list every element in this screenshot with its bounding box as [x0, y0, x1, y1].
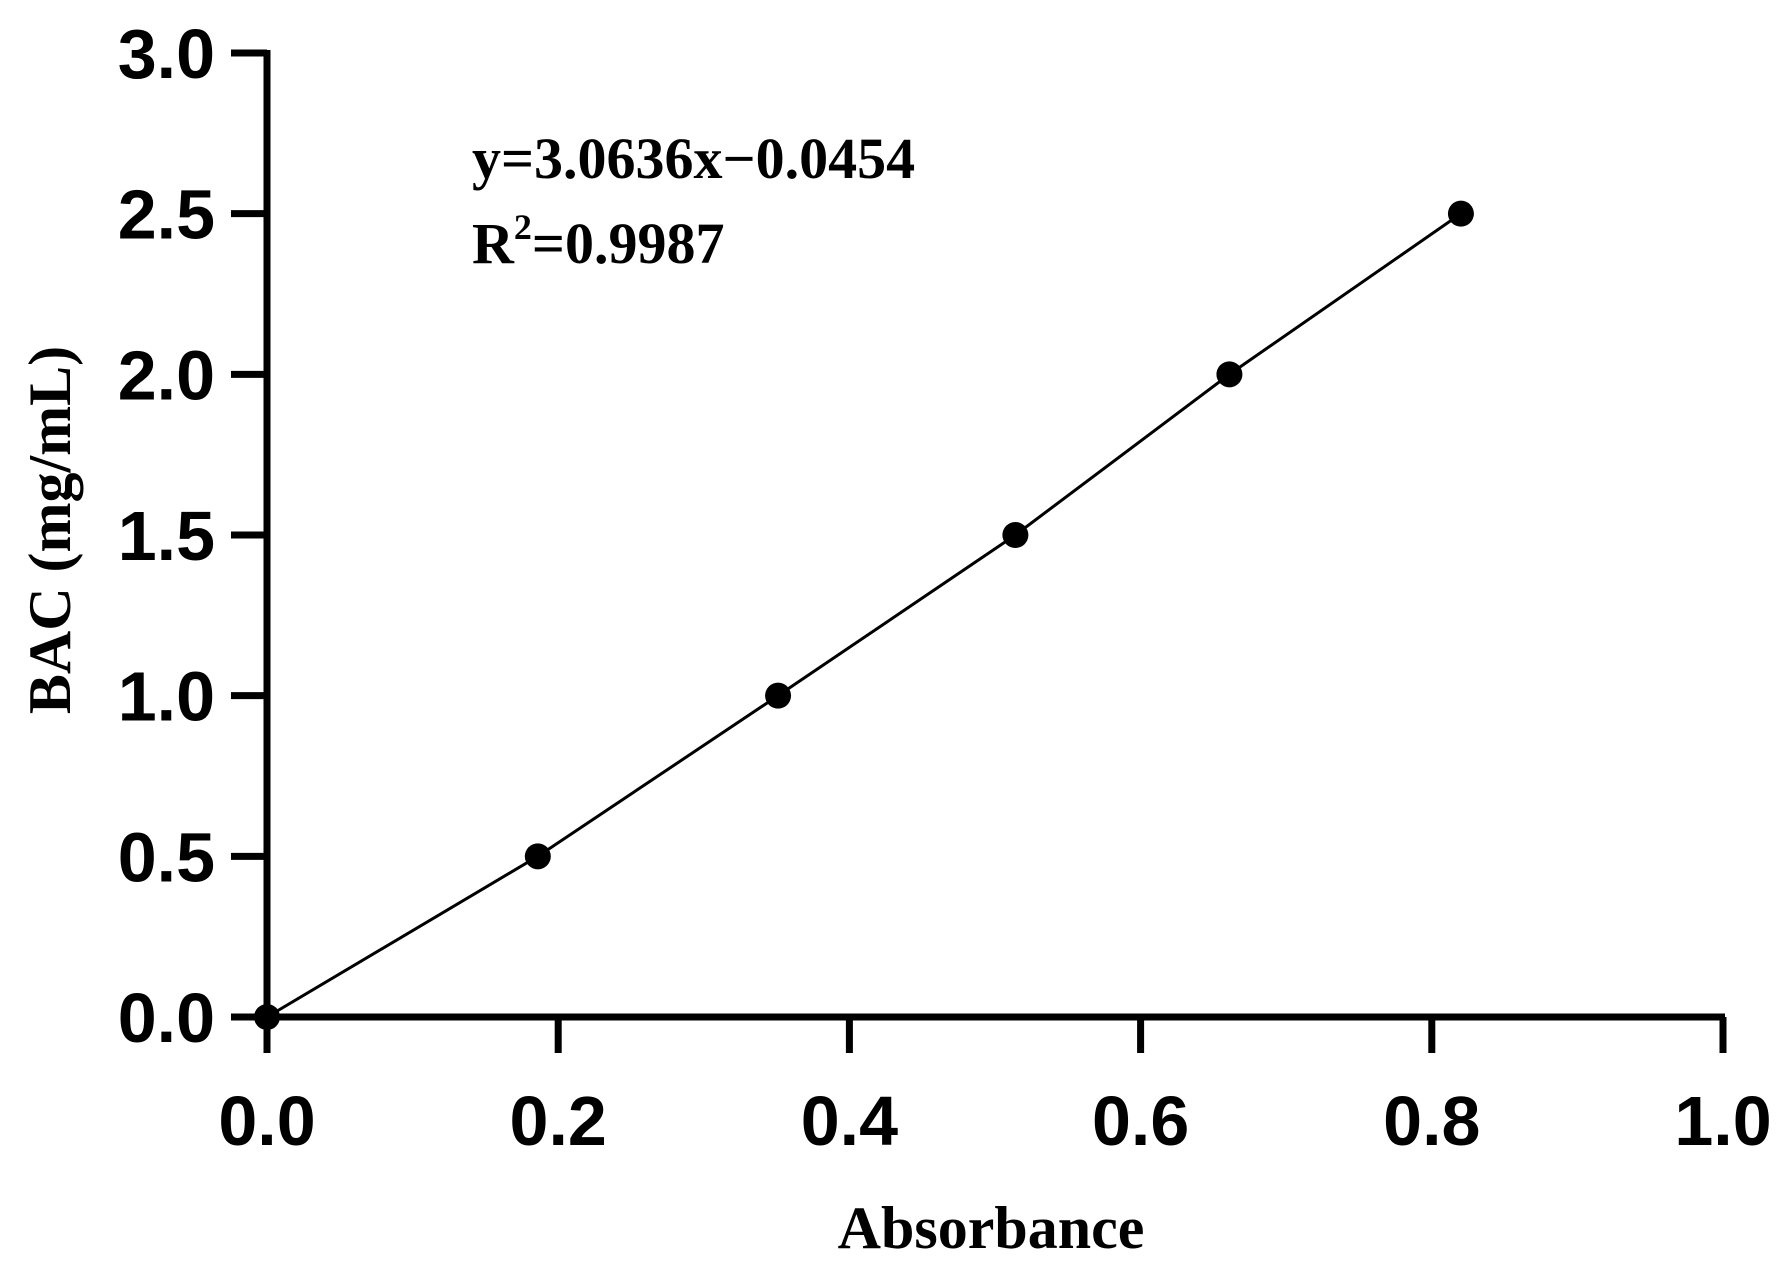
y-tick-label: 1.0 — [118, 658, 215, 736]
x-tick-label: 0.4 — [801, 1082, 898, 1160]
r2-superscript: 2 — [514, 207, 532, 247]
data-point — [1216, 361, 1243, 388]
x-tick-label: 1.0 — [1674, 1082, 1771, 1160]
y-tick-label: 2.0 — [118, 336, 215, 414]
equation-label: y=3.0636x−0.0454 — [472, 126, 915, 191]
y-axis-title: BAC (mg/mL) — [17, 346, 83, 714]
y-tick-label: 0.5 — [118, 818, 215, 896]
data-point — [524, 843, 551, 870]
data-point — [1002, 522, 1029, 548]
data-point — [1447, 200, 1474, 227]
regression-annotation: y=3.0636x−0.0454 R2=0.9987 — [472, 126, 915, 276]
axes — [263, 50, 1725, 1021]
data-point — [765, 682, 792, 709]
y-tick-label: 3.0 — [118, 15, 215, 93]
axis-titles: Absorbance BAC (mg/mL) — [17, 346, 1144, 1261]
data-point — [254, 1004, 280, 1030]
x-axis-title: Absorbance — [838, 1195, 1145, 1261]
x-tick-label: 0.0 — [218, 1082, 315, 1160]
y-tick-label: 0.0 — [118, 979, 215, 1057]
y-tick-label: 1.5 — [118, 497, 215, 575]
trendline-path — [266, 212, 1462, 1019]
x-tick-label: 0.8 — [1383, 1082, 1480, 1160]
r2-value: =0.9987 — [532, 211, 725, 276]
data-points — [254, 200, 1474, 1030]
x-tick-label: 0.6 — [1092, 1082, 1189, 1160]
r-squared-label: R2=0.9987 — [472, 207, 724, 276]
y-tick-label: 2.5 — [118, 176, 215, 254]
r2-prefix: R — [472, 211, 515, 276]
ticks: 0.0 0.2 0.4 0.6 0.8 1.0 0.0 0.5 1.0 1.5 2.0 2.5 3.0 — [118, 15, 1772, 1160]
x-tick-label: 0.2 — [510, 1082, 607, 1160]
trendline — [266, 212, 1462, 1019]
